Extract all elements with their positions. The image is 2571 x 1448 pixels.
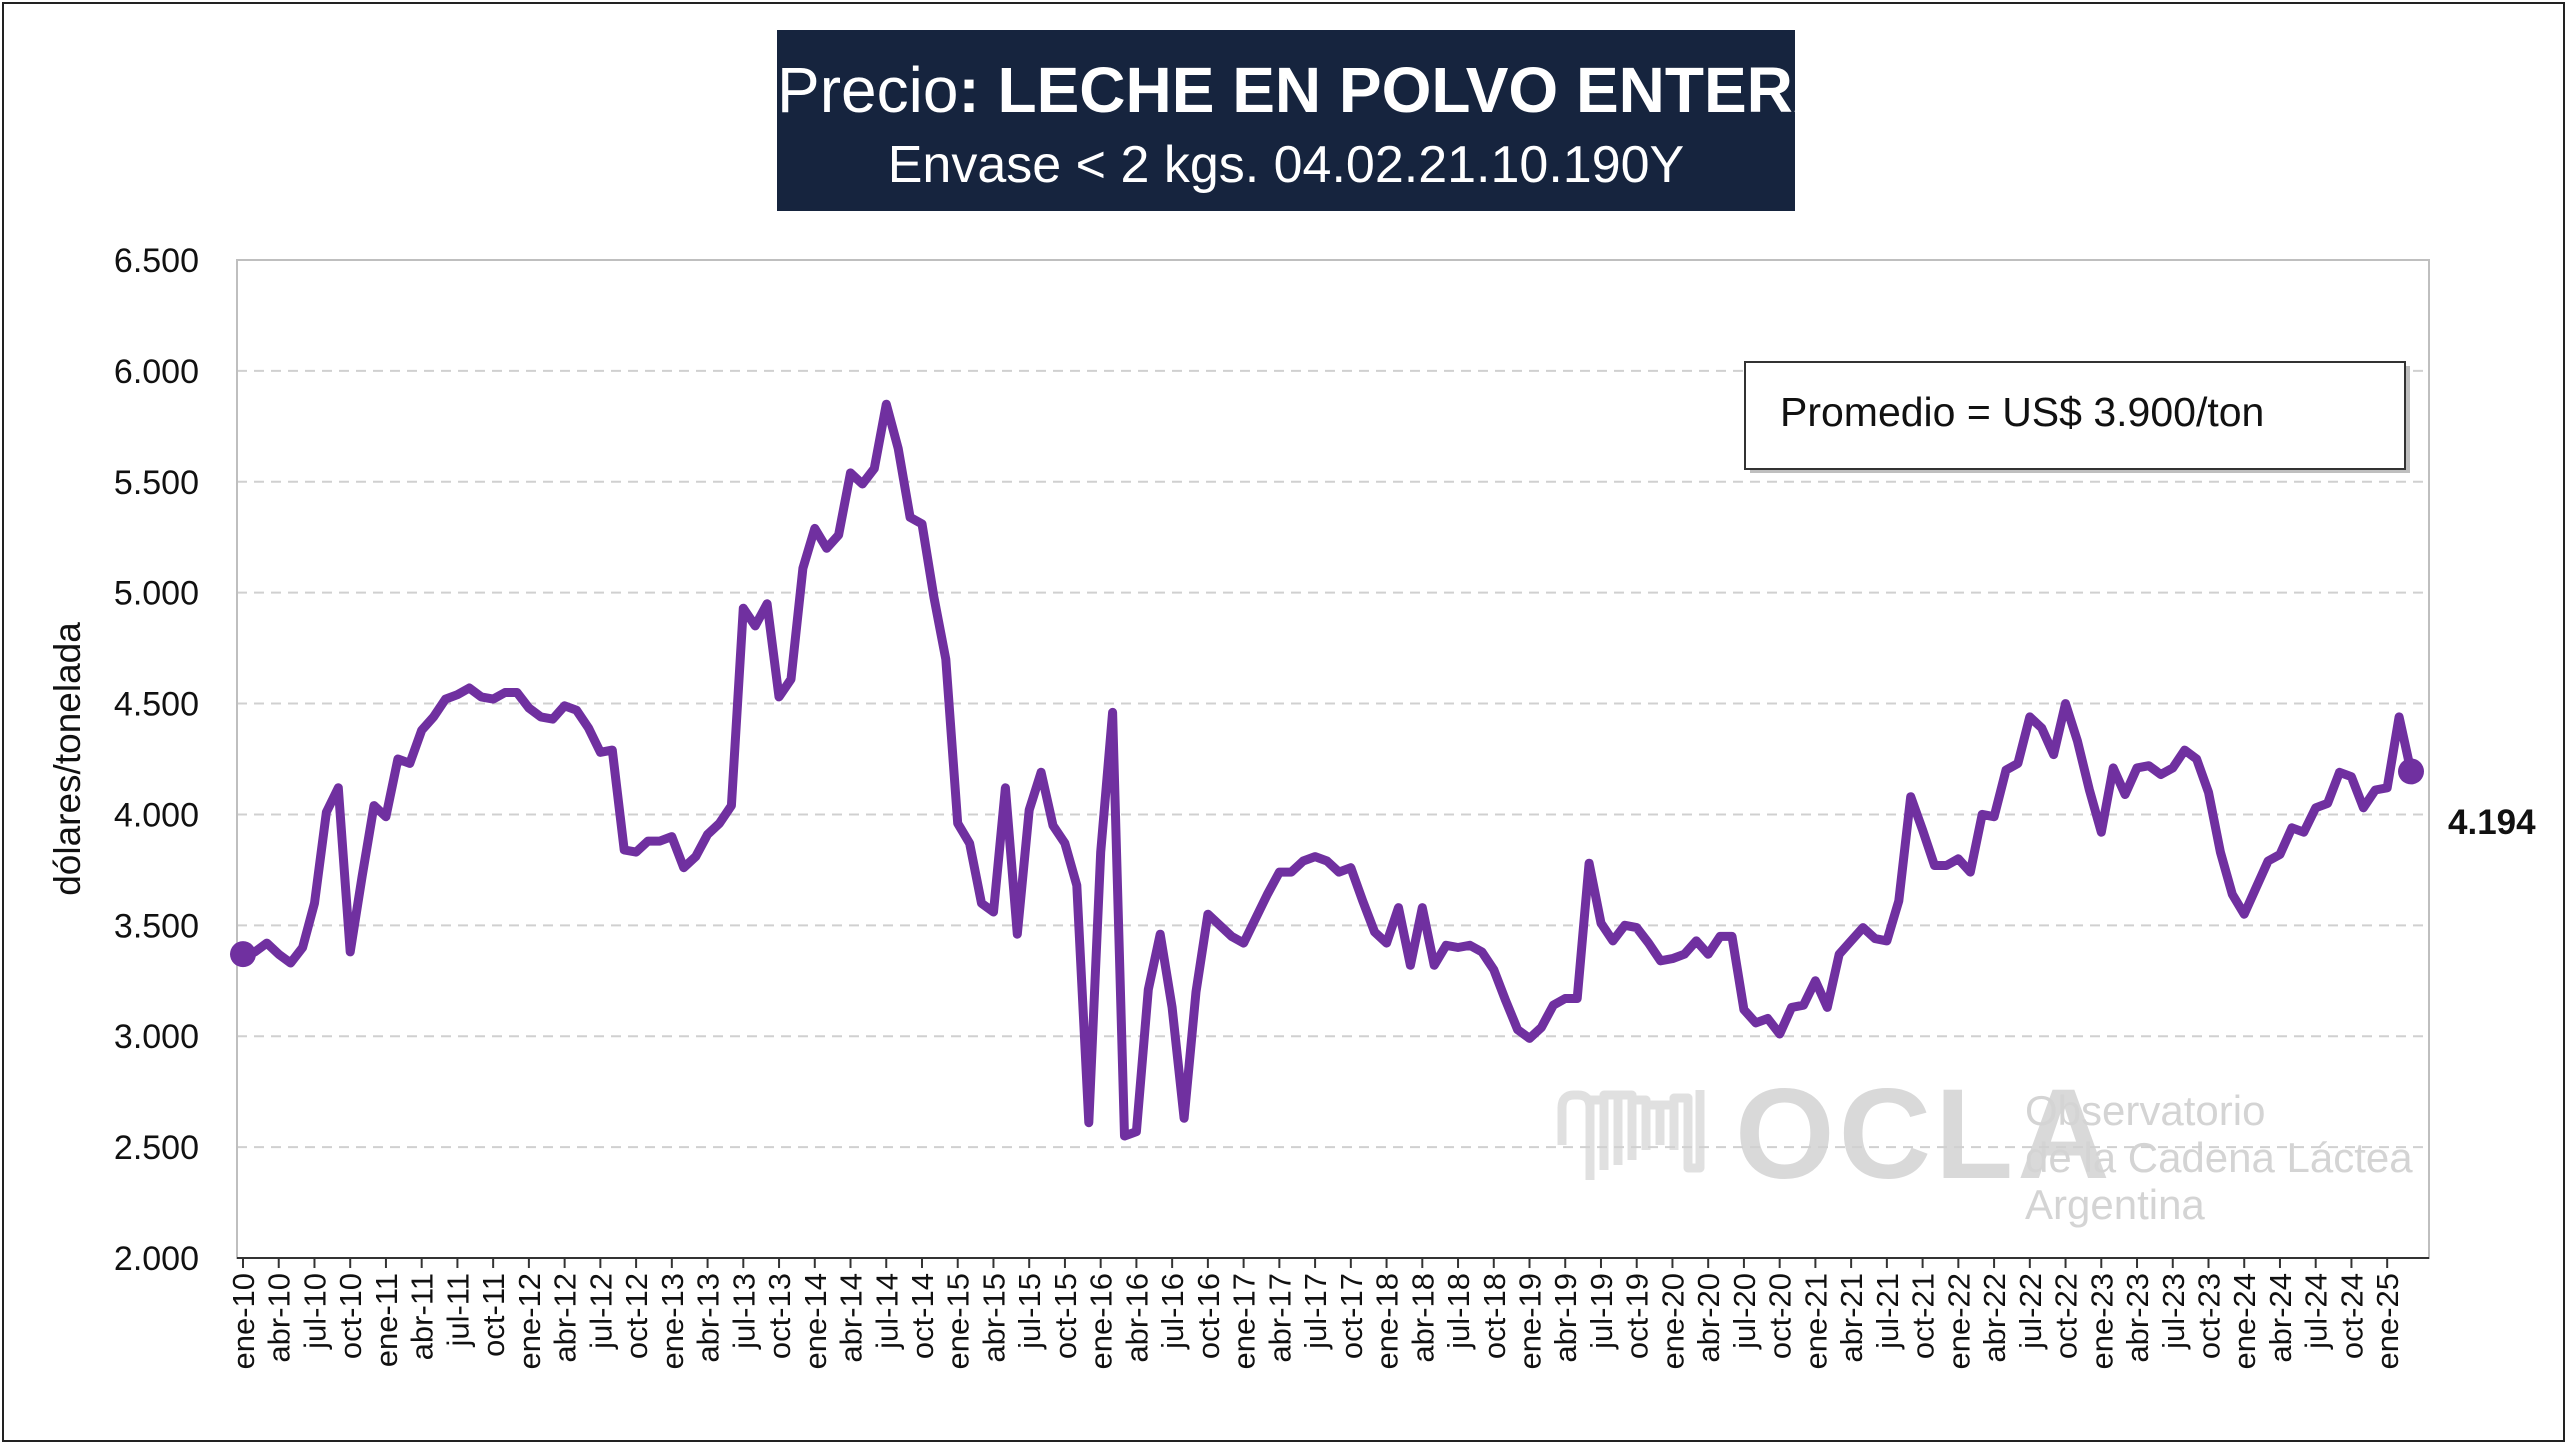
chart-title-prefix: Precio [777, 54, 959, 126]
x-tick-label: jul-11 [440, 1273, 475, 1348]
x-tick-label: oct-13 [762, 1273, 797, 1359]
x-tick-label: ene-17 [1227, 1273, 1262, 1370]
y-tick-label: 2.000 [114, 1240, 199, 1278]
x-tick-label: oct-14 [905, 1273, 940, 1359]
x-tick-label: oct-20 [1763, 1273, 1798, 1359]
x-tick-label: abr-18 [1405, 1273, 1440, 1363]
x-tick-label: ene-21 [1798, 1273, 1833, 1370]
x-tick-label: abr-16 [1119, 1273, 1154, 1363]
y-tick-label: 4.000 [114, 796, 199, 834]
x-tick-label: ene-11 [369, 1273, 404, 1367]
x-tick-label: ene-20 [1655, 1273, 1690, 1370]
watermark-logo-text: OCLA [1735, 1063, 2114, 1206]
x-tick-label: jul-10 [297, 1273, 332, 1350]
x-tick-label: abr-19 [1548, 1273, 1583, 1363]
x-tick-label: abr-17 [1262, 1273, 1297, 1363]
watermark-line2: de la Cadena Láctea [2025, 1134, 2413, 1181]
x-tick-label: jul-12 [583, 1273, 618, 1350]
x-tick-label: abr-14 [834, 1273, 869, 1363]
y-tick-label: 5.500 [114, 464, 199, 502]
last-value-label: 4.194 [2448, 803, 2536, 842]
x-tick-label: ene-22 [1941, 1273, 1976, 1370]
x-tick-label: oct-18 [1477, 1273, 1512, 1359]
y-axis-label: dólares/tonelada [47, 622, 88, 896]
last-point-marker [2398, 758, 2424, 785]
x-tick-label: oct-24 [2334, 1273, 2369, 1359]
gridlines [237, 369, 2429, 1149]
x-axis-ticks: ene-10 abr-10 jul-10 oct-10 ene-11 abr-11 jul-… [226, 1258, 2405, 1370]
x-tick-label: abr-11 [405, 1273, 440, 1360]
x-tick-label: oct-11 [476, 1273, 511, 1357]
x-tick-label: oct-22 [2049, 1273, 2084, 1359]
x-tick-label: abr-10 [262, 1273, 297, 1363]
x-tick-label: jul-22 [2013, 1273, 2048, 1350]
x-tick-label: ene-24 [2227, 1273, 2262, 1370]
x-tick-label: abr-15 [976, 1273, 1011, 1363]
x-tick-label: oct-16 [1191, 1273, 1226, 1359]
x-tick-label: jul-14 [869, 1273, 904, 1350]
x-tick-label: oct-15 [1048, 1273, 1083, 1359]
x-tick-label: ene-15 [941, 1273, 976, 1370]
x-tick-label: jul-13 [726, 1273, 761, 1350]
x-tick-label: abr-22 [1977, 1273, 2012, 1363]
first-point-marker [230, 941, 256, 968]
x-tick-label: oct-21 [1906, 1273, 1941, 1359]
ocla-logo-wave-icon [1557, 1090, 1705, 1180]
y-axis-ticks: 2.000 2.500 3.000 3.500 4.000 4.500 5.000 5.500… [114, 242, 199, 1278]
watermark-line1: Observatorio [2025, 1087, 2265, 1134]
x-tick-label: abr-13 [691, 1273, 726, 1363]
x-tick-label: ene-14 [798, 1273, 833, 1370]
y-tick-label: 3.000 [114, 1018, 199, 1056]
x-tick-label: ene-16 [1084, 1273, 1119, 1370]
x-tick-label: ene-13 [655, 1273, 690, 1370]
x-tick-label: ene-23 [2084, 1273, 2119, 1370]
x-tick-label: jul-19 [1584, 1273, 1619, 1350]
y-tick-label: 4.500 [114, 686, 199, 724]
y-tick-label: 5.000 [114, 575, 199, 613]
x-tick-label: oct-23 [2191, 1273, 2226, 1359]
y-tick-label: 6.500 [114, 242, 199, 280]
x-tick-label: jul-15 [1012, 1273, 1047, 1350]
average-text: Promedio = US$ 3.900/ton [1780, 389, 2264, 435]
x-tick-label: ene-12 [512, 1273, 547, 1370]
x-tick-label: jul-17 [1298, 1273, 1333, 1350]
x-tick-label: jul-23 [2156, 1273, 2191, 1350]
x-tick-label: oct-10 [333, 1273, 368, 1359]
x-tick-label: jul-24 [2299, 1273, 2334, 1350]
chart-subtitle: Envase < 2 kgs. 04.02.21.10.190Y [887, 136, 1685, 194]
x-tick-label: ene-19 [1513, 1273, 1548, 1370]
x-tick-label: jul-20 [1727, 1273, 1762, 1350]
x-tick-label: jul-16 [1155, 1273, 1190, 1350]
price-series-line [238, 399, 2416, 1141]
series-group [230, 399, 2424, 1141]
x-tick-label: jul-21 [1870, 1273, 1905, 1350]
x-tick-label: ene-25 [2370, 1273, 2405, 1370]
y-tick-label: 2.500 [114, 1129, 199, 1167]
ocla-watermark: OCLA Observatorio de la Cadena Láctea Ar… [1557, 1063, 2413, 1228]
x-tick-label: ene-10 [226, 1273, 261, 1370]
chart-title-product: : LECHE EN POLVO ENTERA [958, 54, 1840, 126]
x-tick-label: abr-12 [548, 1273, 583, 1363]
x-tick-label: oct-17 [1334, 1273, 1369, 1359]
x-tick-label: ene-18 [1370, 1273, 1405, 1370]
y-tick-label: 6.000 [114, 353, 199, 391]
chart-title: Precio: LECHE EN POLVO ENTERA [777, 52, 1839, 128]
y-tick-label: 3.500 [114, 907, 199, 945]
x-tick-label: oct-19 [1620, 1273, 1655, 1359]
x-tick-label: jul-18 [1441, 1273, 1476, 1350]
x-tick-label: oct-12 [619, 1273, 654, 1359]
average-annotation: Promedio = US$ 3.900/ton [1744, 361, 2410, 473]
watermark-line3: Argentina [2025, 1181, 2205, 1228]
x-tick-label: abr-21 [1834, 1273, 1869, 1363]
average-box [1744, 361, 2406, 470]
x-tick-label: abr-23 [2120, 1273, 2155, 1363]
x-tick-label: abr-24 [2263, 1273, 2298, 1363]
chart-title-box: Precio: LECHE EN POLVO ENTERA Envase < 2… [777, 30, 1839, 211]
x-tick-label: abr-20 [1691, 1273, 1726, 1363]
